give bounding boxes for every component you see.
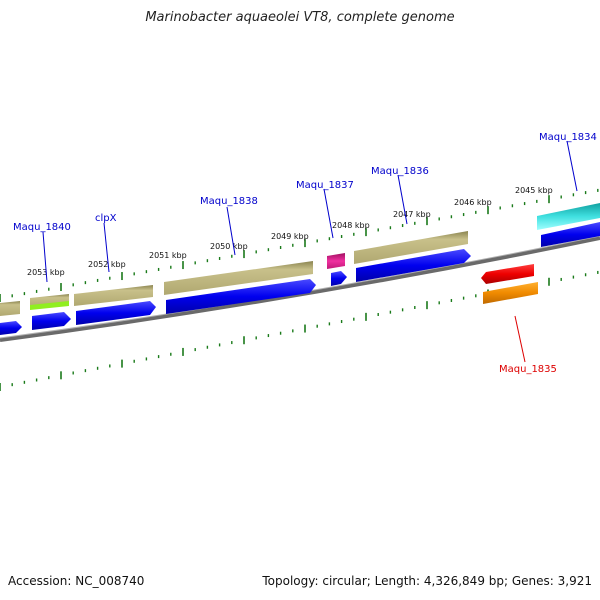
cds-blue-1[interactable] — [0, 321, 22, 335]
feature-orange[interactable] — [483, 282, 538, 304]
cds-blue-2[interactable] — [32, 312, 71, 330]
gene-label-maqu-1840: Maqu_1840 — [13, 222, 71, 233]
feature-khaki-3[interactable] — [74, 285, 153, 306]
cds-blue-6[interactable] — [356, 249, 471, 282]
upper-tick-track — [0, 188, 599, 302]
gene-label-maqu-1834: Maqu_1834 — [539, 132, 597, 143]
feature-magenta[interactable] — [327, 253, 345, 269]
feature-khaki-5[interactable] — [354, 231, 468, 264]
accession-text: Accession: NC_008740 — [8, 574, 145, 588]
gene-label-maqu-1837: Maqu_1837 — [296, 180, 354, 191]
lower-tick-track — [0, 270, 599, 391]
feature-cyan[interactable] — [537, 203, 600, 230]
cds-blue-3[interactable] — [76, 301, 156, 325]
feature-lime[interactable] — [30, 301, 69, 310]
feature-khaki-4[interactable] — [164, 261, 313, 295]
kbp-label-2051: 2051 kbp — [149, 251, 187, 260]
kbp-label-2047: 2047 kbp — [393, 210, 431, 219]
kbp-label-2052: 2052 kbp — [88, 260, 126, 269]
gene-label-maqu-1835: Maqu_1835 — [499, 364, 557, 375]
leader-lines — [42, 140, 578, 363]
kbp-label-2050: 2050 kbp — [210, 242, 248, 251]
genome-backbone — [0, 236, 600, 342]
kbp-label-2048: 2048 kbp — [332, 221, 370, 230]
map-title: Marinobacter aquaeolei VT8, complete gen… — [145, 10, 455, 25]
cds-blue-5[interactable] — [331, 271, 347, 286]
gene-label-maqu-1838: Maqu_1838 — [200, 196, 258, 207]
cds-blue-7[interactable] — [541, 222, 600, 247]
feature-khaki-1[interactable] — [0, 301, 20, 316]
feature-red[interactable] — [481, 264, 534, 284]
kbp-label-2045: 2045 kbp — [515, 186, 553, 195]
kbp-label-2049: 2049 kbp — [271, 232, 309, 241]
gene-labels: Maqu_1840 clpX Maqu_1838 Maqu_1837 Maqu_… — [13, 132, 597, 375]
gene-label-maqu-1836: Maqu_1836 — [371, 166, 429, 177]
gene-label-clpx: clpX — [95, 213, 117, 224]
kbp-label-2046: 2046 kbp — [454, 198, 492, 207]
cds-blue-4[interactable] — [166, 279, 316, 314]
genome-summary-text: Topology: circular; Length: 4,326,849 bp… — [262, 574, 592, 588]
